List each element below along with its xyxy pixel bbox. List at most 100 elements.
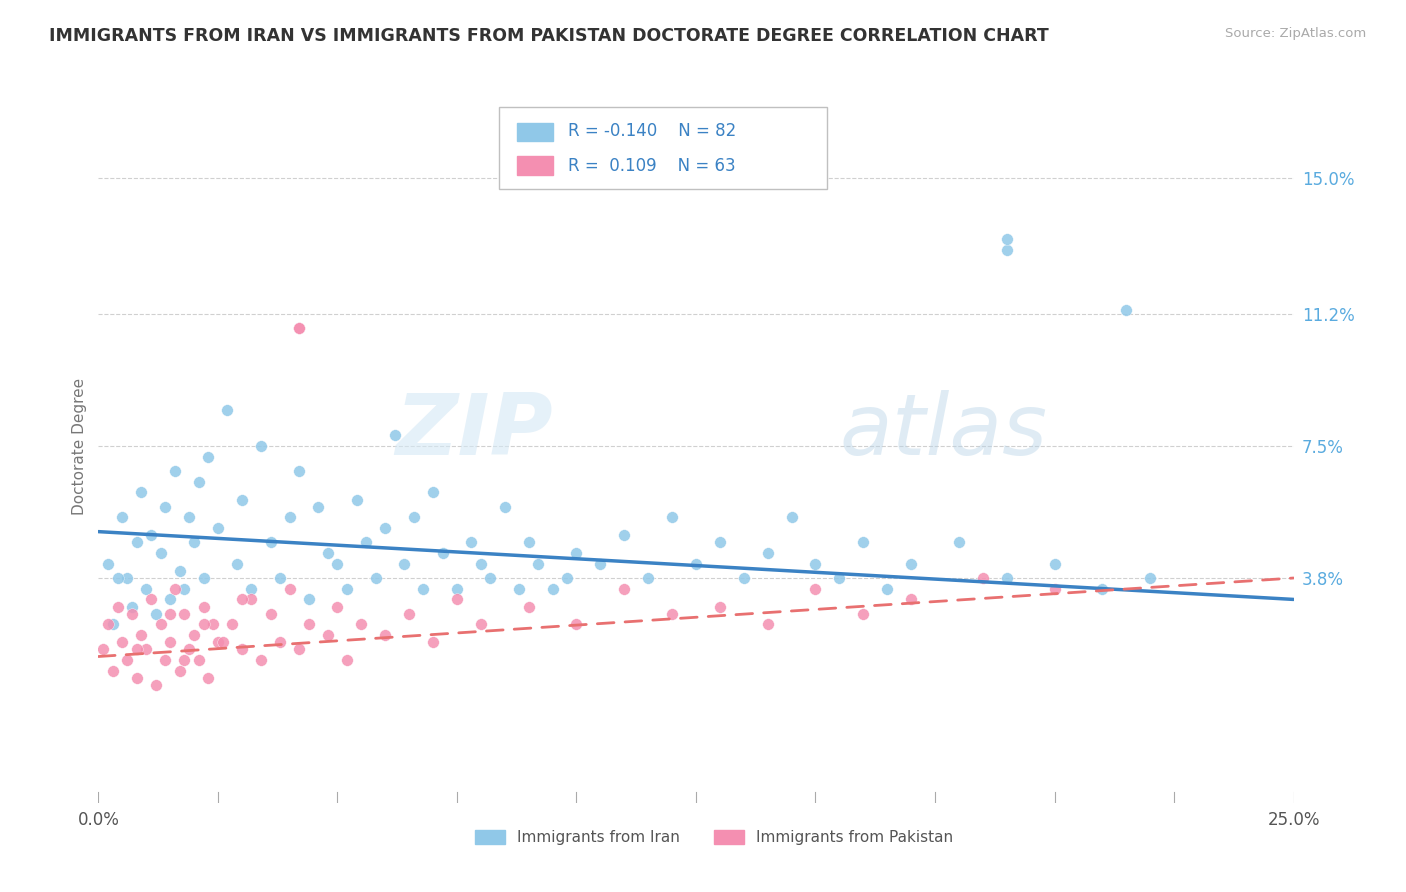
Point — [565, 546, 588, 560]
Point — [470, 617, 492, 632]
Point — [354, 535, 377, 549]
Point — [804, 557, 827, 571]
Point — [121, 599, 143, 614]
Text: atlas: atlas — [839, 390, 1047, 474]
Point — [125, 642, 148, 657]
Point — [828, 571, 851, 585]
Point — [948, 535, 970, 549]
Point — [173, 653, 195, 667]
Point — [972, 571, 994, 585]
Point — [193, 599, 215, 614]
Point — [374, 628, 396, 642]
Point — [470, 557, 492, 571]
Point — [231, 592, 253, 607]
Point — [709, 599, 731, 614]
Point — [231, 642, 253, 657]
Point — [139, 528, 162, 542]
Point — [107, 599, 129, 614]
Point — [637, 571, 659, 585]
Point — [197, 671, 219, 685]
Point — [187, 653, 209, 667]
Point — [115, 653, 138, 667]
Point — [852, 535, 875, 549]
Bar — [475, 830, 505, 844]
Point — [269, 571, 291, 585]
Point — [269, 635, 291, 649]
Point — [298, 592, 321, 607]
Point — [145, 678, 167, 692]
Point — [900, 592, 922, 607]
Point — [240, 582, 263, 596]
Point — [115, 571, 138, 585]
Point — [179, 510, 201, 524]
Point — [207, 521, 229, 535]
Point — [555, 571, 578, 585]
Point — [298, 617, 321, 632]
Point — [517, 535, 540, 549]
Point — [145, 607, 167, 621]
Point — [685, 557, 707, 571]
Point — [149, 546, 172, 560]
Point — [460, 535, 482, 549]
Point — [350, 617, 373, 632]
Point — [202, 617, 225, 632]
Text: ZIP: ZIP — [395, 390, 553, 474]
Text: Immigrants from Pakistan: Immigrants from Pakistan — [756, 830, 953, 845]
Point — [541, 582, 564, 596]
Point — [709, 535, 731, 549]
Point — [91, 642, 114, 657]
Point — [159, 592, 181, 607]
Point — [288, 642, 311, 657]
Text: IMMIGRANTS FROM IRAN VS IMMIGRANTS FROM PAKISTAN DOCTORATE DEGREE CORRELATION CH: IMMIGRANTS FROM IRAN VS IMMIGRANTS FROM … — [49, 27, 1049, 45]
Point — [613, 528, 636, 542]
Point — [804, 582, 827, 596]
Point — [139, 592, 162, 607]
Point — [589, 557, 612, 571]
Point — [756, 546, 779, 560]
Point — [211, 635, 233, 649]
Point — [1139, 571, 1161, 585]
Bar — [714, 830, 744, 844]
Point — [661, 607, 683, 621]
Point — [422, 485, 444, 500]
Point — [125, 535, 148, 549]
Point — [169, 564, 191, 578]
Point — [1043, 582, 1066, 596]
Point — [226, 557, 249, 571]
Point — [278, 582, 301, 596]
Point — [1091, 582, 1114, 596]
Point — [107, 571, 129, 585]
Point — [613, 582, 636, 596]
Point — [101, 664, 124, 678]
Point — [852, 607, 875, 621]
Point — [1043, 557, 1066, 571]
Point — [259, 535, 281, 549]
Point — [173, 582, 195, 596]
Point — [97, 617, 120, 632]
Point — [876, 582, 898, 596]
Bar — [517, 123, 553, 141]
Point — [169, 664, 191, 678]
Point — [250, 653, 273, 667]
Point — [179, 642, 201, 657]
Point — [173, 607, 195, 621]
Point — [193, 617, 215, 632]
Text: Immigrants from Iran: Immigrants from Iran — [517, 830, 679, 845]
Y-axis label: Doctorate Degree: Doctorate Degree — [72, 377, 87, 515]
Point — [402, 510, 425, 524]
Point — [326, 599, 349, 614]
Point — [240, 592, 263, 607]
Point — [97, 557, 120, 571]
Point — [163, 582, 186, 596]
Point — [131, 628, 153, 642]
Point — [384, 428, 406, 442]
FancyBboxPatch shape — [499, 107, 828, 189]
Point — [183, 535, 205, 549]
Point — [259, 607, 281, 621]
Point — [231, 492, 253, 507]
Point — [995, 571, 1018, 585]
Point — [494, 500, 516, 514]
Point — [111, 635, 134, 649]
Point — [316, 628, 339, 642]
Bar — [517, 156, 553, 175]
